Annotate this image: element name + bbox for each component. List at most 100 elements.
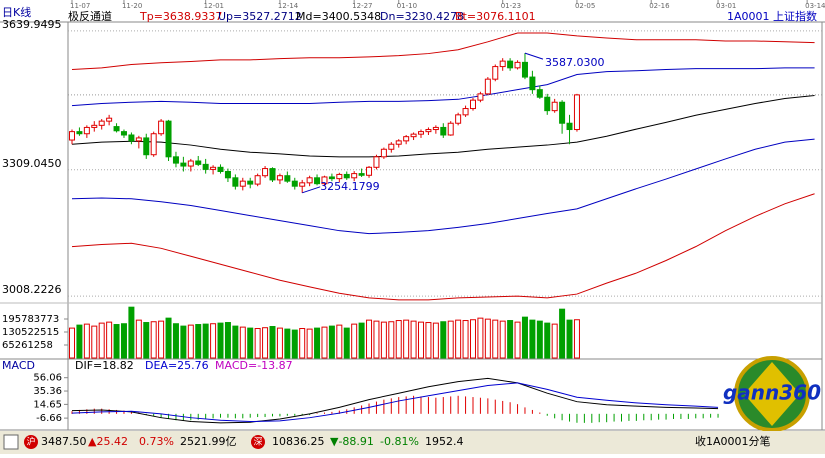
- candle-body: [276, 175, 283, 181]
- volume-bar: [269, 326, 276, 359]
- candle-body: [507, 60, 514, 69]
- period[interactable]: 日K线: [2, 5, 31, 19]
- candle-body: [120, 131, 127, 136]
- candle-body: [551, 101, 558, 112]
- candle-body: [395, 140, 402, 145]
- volume-bar: [551, 323, 558, 359]
- y-tick-label: 35.36: [33, 386, 62, 397]
- volume-bar: [217, 322, 224, 359]
- volume-bar: [388, 321, 395, 359]
- volume-bar: [373, 320, 380, 359]
- volume-bar: [158, 320, 165, 359]
- sh-label: 沪: [26, 436, 35, 448]
- candle-body: [299, 182, 306, 187]
- volume-bar: [507, 320, 514, 359]
- candle-body: [291, 180, 298, 187]
- volume-bar: [284, 328, 291, 359]
- volume-bar: [343, 327, 350, 359]
- candle-body: [128, 134, 135, 142]
- volume-bar: [210, 323, 217, 359]
- x-tick-label: 11-20: [122, 2, 142, 10]
- badge: [24, 435, 38, 449]
- volume-bar: [180, 325, 187, 359]
- candle-body: [69, 131, 75, 141]
- candle-body: [403, 136, 410, 142]
- volume-bar: [380, 321, 387, 359]
- candle-body: [410, 133, 417, 138]
- y-tick-label: 3639.9495: [2, 18, 62, 31]
- candle-body: [202, 163, 209, 170]
- sz-amount: 1952.4: [425, 435, 464, 448]
- candle-body: [224, 171, 231, 179]
- x-tick-label: 01-23: [501, 2, 521, 10]
- candle-body: [425, 129, 432, 133]
- candle-body: [447, 122, 454, 136]
- volume-bar: [366, 319, 373, 359]
- candle-body: [239, 180, 246, 187]
- volume-bar: [76, 324, 83, 359]
- volume-bar: [299, 328, 306, 359]
- volume-bar: [254, 328, 261, 359]
- volume-bar: [440, 321, 447, 359]
- candle-body: [492, 66, 499, 80]
- volume-bar: [262, 327, 269, 359]
- volume-bar: [469, 319, 476, 359]
- x-tick-label: 01-10: [397, 2, 417, 10]
- status-bar: [0, 431, 825, 454]
- volume-bar: [462, 320, 469, 359]
- volume-bar: [410, 320, 417, 359]
- candle-body: [165, 120, 172, 158]
- volume-bar: [455, 319, 462, 359]
- macd-label: MACD=-13.87: [215, 359, 293, 372]
- sh-amount: 2521.99亿: [180, 435, 237, 448]
- candle-body: [358, 173, 365, 176]
- volume-bar: [120, 323, 127, 359]
- x-tick-label: 12-01: [204, 2, 224, 10]
- candle-body: [180, 162, 187, 167]
- volume-bar: [425, 322, 432, 359]
- volume-bar: [403, 319, 410, 359]
- volume-bar: [418, 321, 425, 359]
- y-tick-label: 3309.0450: [2, 157, 62, 170]
- y-tick-label: -6.66: [36, 413, 62, 424]
- volume-bar: [113, 324, 120, 359]
- candle-body: [284, 175, 291, 182]
- candle-body: [172, 156, 179, 164]
- volume-bar: [135, 319, 142, 359]
- band-line: [71, 95, 815, 158]
- sz-pct: -0.81%: [380, 435, 419, 448]
- indicator: 极反通道: [68, 9, 112, 23]
- candle-body: [514, 61, 521, 69]
- sz-price: 10836.25: [272, 435, 325, 448]
- volume-bar: [106, 321, 113, 359]
- volume-bar: [98, 322, 105, 359]
- sh-change: ▲25.42: [88, 435, 128, 448]
- volume-bar: [358, 322, 365, 359]
- logo[interactable]: gann360: [723, 356, 821, 432]
- volume-bar: [239, 326, 246, 359]
- volume-bar: [128, 306, 135, 359]
- grid-icon[interactable]: [3, 434, 19, 450]
- candle-body: [366, 166, 373, 176]
- candle-body: [373, 156, 380, 168]
- candle-body: [566, 122, 573, 131]
- y-tick-label: 130522515: [2, 327, 59, 338]
- volume-bar: [232, 325, 239, 359]
- candle-body: [247, 180, 254, 185]
- volume-bar: [514, 321, 521, 359]
- band-value: Md=3400.5348: [296, 10, 381, 23]
- candle-body: [536, 89, 543, 98]
- candle-body: [314, 177, 321, 185]
- dea-line: [71, 382, 719, 423]
- volume-bar: [172, 323, 179, 359]
- candle-body: [440, 126, 447, 136]
- y-tick-label: 195783773: [2, 314, 59, 325]
- band-line: [71, 32, 815, 71]
- badge: [251, 435, 265, 449]
- candle-body: [232, 177, 239, 187]
- volume-bar: [566, 319, 573, 359]
- tick-label[interactable]: 收1A0001分笔: [695, 434, 771, 448]
- candle-body: [135, 137, 142, 142]
- volume-bar: [291, 329, 298, 359]
